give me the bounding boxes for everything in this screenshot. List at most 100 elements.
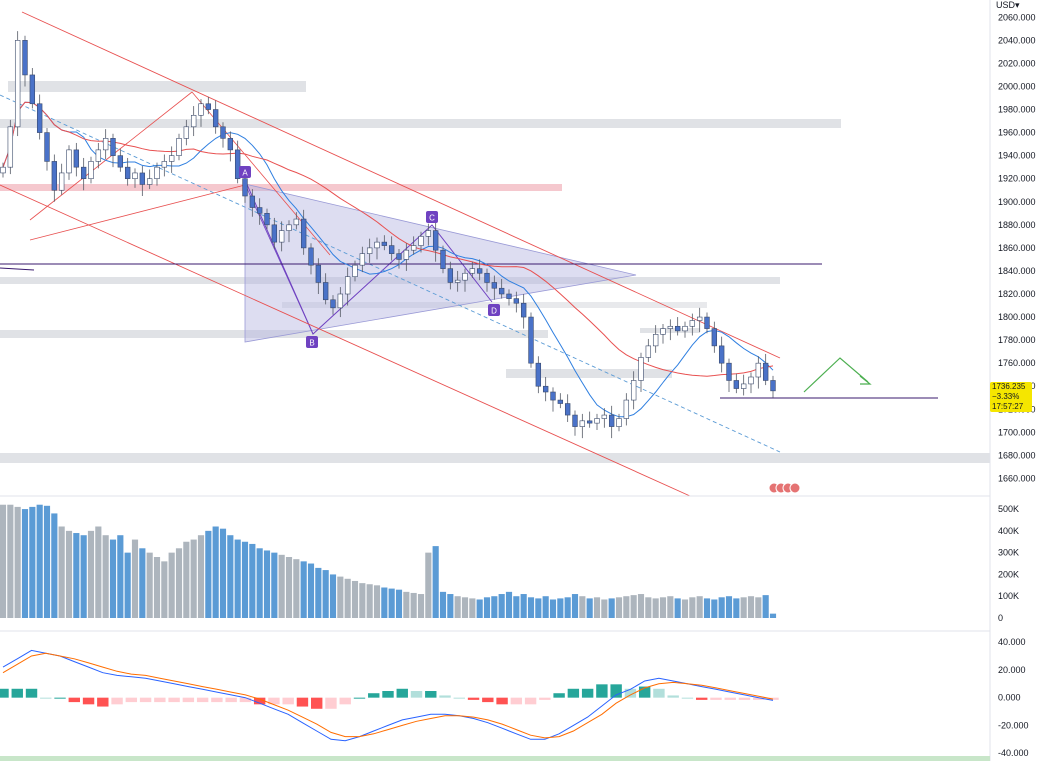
macd-histogram-bar — [667, 695, 679, 698]
macd-histogram-bar — [296, 697, 309, 707]
macd-histogram-bar — [553, 693, 565, 698]
volume-bar — [513, 596, 520, 618]
volume-bar — [190, 539, 197, 618]
macd-histogram-bar — [539, 697, 551, 700]
candle-body — [572, 414, 578, 427]
volume-bar — [520, 594, 527, 618]
candle-body — [58, 172, 65, 191]
event-marker-icon[interactable] — [789, 482, 801, 494]
volume-bar — [395, 589, 403, 618]
candle-body — [425, 230, 432, 237]
volume-bar — [146, 552, 153, 618]
candle-body — [146, 178, 153, 185]
volume-bar — [593, 597, 601, 618]
candle-body — [704, 316, 710, 329]
macd-histogram-bar — [738, 697, 751, 700]
current-price-countdown: 17:57:27 — [992, 402, 1024, 411]
event-markers[interactable] — [768, 482, 801, 494]
candle-body — [454, 279, 461, 283]
macd-histogram-bar — [724, 697, 736, 700]
volume-bar — [747, 596, 755, 618]
macd-tick-label: 20.000 — [998, 665, 1026, 675]
volume-bar — [139, 548, 146, 618]
volume-bar — [256, 548, 263, 618]
volume-bar — [329, 574, 337, 618]
arrow-head — [859, 375, 872, 385]
candle-body — [557, 399, 564, 404]
candle-body — [418, 236, 424, 246]
candle-body — [95, 149, 102, 162]
volume-bar — [175, 548, 183, 618]
macd-tick-label: 40.000 — [998, 637, 1026, 647]
candle-body — [616, 418, 622, 427]
volume-bar — [359, 583, 366, 618]
pattern-labels: A B C D — [239, 166, 500, 348]
macd-histogram-bar — [211, 697, 223, 703]
zone-1750 — [506, 369, 672, 378]
volume-bar — [0, 504, 7, 618]
candle-body — [124, 166, 131, 180]
volume-bar — [315, 567, 322, 618]
macd-histogram-bar — [182, 697, 195, 703]
macd-histogram-bar — [581, 688, 594, 698]
volume-bar — [65, 530, 73, 618]
candle-body — [594, 418, 600, 424]
volume-bar — [659, 597, 667, 618]
candle-body — [132, 172, 138, 180]
candle-body — [660, 328, 666, 335]
volume-bar — [681, 599, 689, 618]
macd-histogram-bar — [68, 697, 80, 703]
price-axis[interactable]: 2060.000 2040.000 2020.000 2000.000 1980.000… — [998, 12, 1036, 758]
macd-histogram-bar — [25, 688, 38, 698]
candle-body — [264, 212, 270, 226]
macd-histogram-bar — [282, 697, 294, 705]
macd-histogram-bar — [453, 697, 465, 699]
volume-bar — [388, 588, 395, 618]
macd-histogram-bar — [0, 688, 9, 698]
volume-bar — [483, 597, 491, 618]
volume-bar — [703, 598, 711, 618]
macd-histogram-bar — [610, 684, 622, 698]
volume-bar — [425, 552, 432, 618]
volume-bar — [131, 539, 139, 618]
macd-histogram-bar — [368, 693, 380, 698]
candle-body — [14, 40, 21, 128]
candle-body — [344, 276, 351, 295]
volume-bar — [454, 596, 461, 618]
price-tick-label: 1760.000 — [998, 358, 1036, 368]
candle-body — [440, 249, 446, 269]
volume-bar — [542, 596, 549, 618]
candle-body — [161, 161, 168, 168]
volume-bar — [322, 570, 329, 618]
macd-histogram-bar — [54, 697, 66, 699]
triangle-inner-line — [244, 183, 314, 335]
macd-histogram-bar — [111, 697, 123, 705]
volume-bar — [505, 591, 513, 618]
candle-body — [608, 414, 615, 427]
candle-body — [36, 103, 43, 133]
level-short — [0, 267, 35, 271]
candle-body — [520, 302, 527, 318]
candle-body — [513, 298, 520, 304]
macd-histogram-bar — [40, 697, 52, 699]
ma-fast-line — [2, 101, 774, 418]
price-tick-label: 1820.000 — [998, 289, 1036, 299]
candle-body — [469, 268, 476, 274]
volume-bar — [630, 595, 637, 618]
currency-selector[interactable]: USD▾ — [996, 0, 1020, 11]
macd-histogram-bar — [410, 691, 423, 698]
candle-body — [110, 138, 116, 156]
macd-tick-label: -40.000 — [998, 748, 1029, 758]
wedge-lower — [29, 184, 246, 241]
macd-indicator — [0, 649, 779, 742]
volume-bar — [601, 599, 608, 618]
macd-histogram-bar — [253, 697, 266, 705]
volume-bar — [461, 597, 469, 618]
macd-histogram-bar — [268, 697, 280, 705]
candle-body — [183, 126, 190, 139]
macd-histogram-bar — [467, 697, 480, 700]
candle-body — [542, 385, 549, 393]
volume-bar — [711, 599, 718, 618]
